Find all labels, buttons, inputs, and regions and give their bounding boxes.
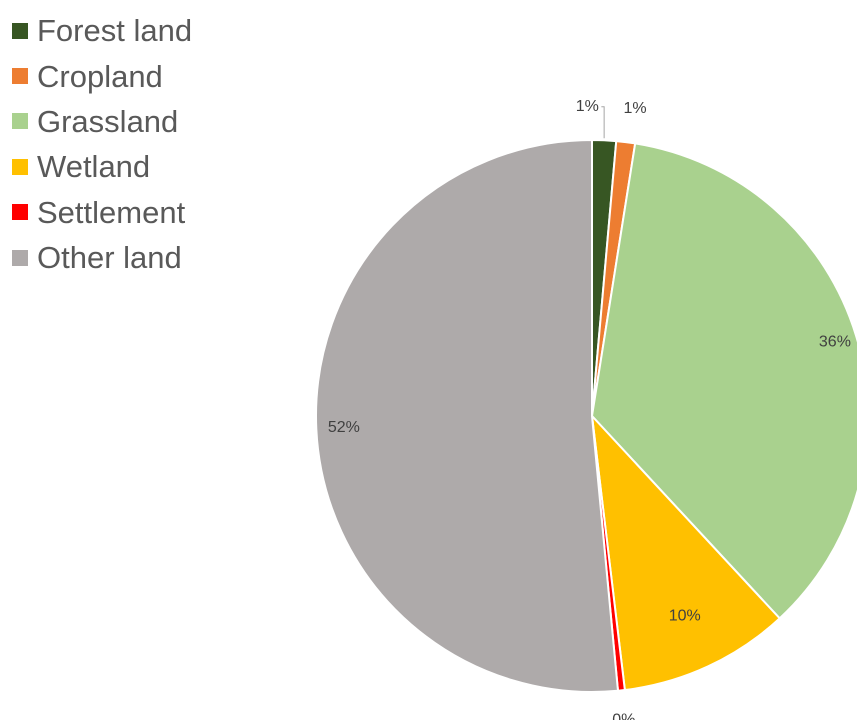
legend-item-other-land: Other land xyxy=(12,235,192,280)
pie-slice-wetland xyxy=(590,413,782,692)
legend-label-settlement: Settlement xyxy=(37,194,186,230)
data-label-forest-land: 1% xyxy=(576,98,599,115)
data-label-grassland: 36% xyxy=(819,333,851,350)
legend-swatch-other-land xyxy=(12,249,28,266)
legend-item-forest-land: Forest land xyxy=(12,8,192,53)
legend-label-other-land: Other land xyxy=(37,240,182,276)
pie-slices xyxy=(315,138,857,693)
legend-label-grassland: Grassland xyxy=(37,103,179,139)
legend-label-forest-land: Forest land xyxy=(37,13,193,49)
legend-swatch-wetland xyxy=(12,158,28,175)
chart-legend: Forest land Cropland Grassland Wetland S… xyxy=(12,8,192,280)
legend-item-grassland: Grassland xyxy=(12,99,192,144)
data-label-other-land: 52% xyxy=(328,419,360,436)
data-label-settlement: 0% xyxy=(612,712,635,720)
legend-item-settlement: Settlement xyxy=(12,190,192,235)
legend-swatch-cropland xyxy=(12,68,28,85)
pie-slice-other-land xyxy=(315,138,620,693)
legend-swatch-forest-land xyxy=(12,22,28,39)
data-label-cropland: 1% xyxy=(624,100,647,117)
data-label-wetland: 10% xyxy=(669,608,701,625)
pie-slice-grassland xyxy=(590,142,857,620)
legend-label-cropland: Cropland xyxy=(37,58,163,94)
legend-item-wetland: Wetland xyxy=(12,144,192,189)
leader-line-forest-land xyxy=(601,106,605,139)
legend-item-cropland: Cropland xyxy=(12,53,192,98)
data-labels: 1% 1% 36% 10% 0% 52% xyxy=(328,98,851,720)
legend-label-wetland: Wetland xyxy=(37,149,151,185)
legend-swatch-grassland xyxy=(12,113,28,130)
leader-lines xyxy=(601,106,605,139)
legend-swatch-settlement xyxy=(12,204,28,221)
